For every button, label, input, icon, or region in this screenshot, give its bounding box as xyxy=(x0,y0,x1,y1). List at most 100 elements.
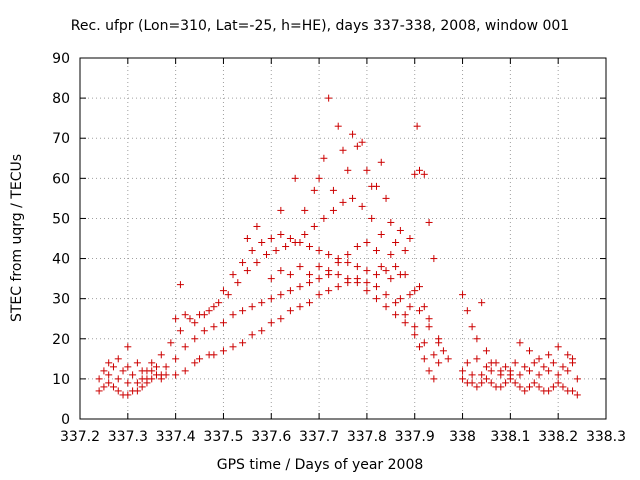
data-point xyxy=(535,355,543,363)
data-point xyxy=(554,379,562,387)
data-point xyxy=(525,367,533,375)
x-tick-label: 337.4 xyxy=(156,429,196,445)
data-point xyxy=(506,367,514,375)
data-point xyxy=(291,174,299,182)
data-point xyxy=(267,275,275,283)
x-tick-label: 338.2 xyxy=(538,429,578,445)
data-point xyxy=(124,343,132,351)
data-point xyxy=(191,319,199,327)
data-point xyxy=(219,319,227,327)
data-point xyxy=(124,379,132,387)
data-point xyxy=(344,251,352,259)
data-point xyxy=(105,371,113,379)
data-point xyxy=(549,359,557,367)
data-point xyxy=(205,307,213,315)
data-point xyxy=(320,214,328,222)
data-point xyxy=(315,174,323,182)
data-point xyxy=(277,230,285,238)
data-point xyxy=(569,355,577,363)
data-point xyxy=(301,206,309,214)
data-point xyxy=(406,303,414,311)
data-point xyxy=(296,303,304,311)
data-point xyxy=(401,271,409,279)
data-point xyxy=(200,311,208,319)
data-point xyxy=(148,367,156,375)
x-tick-label: 338 xyxy=(449,429,476,445)
data-point xyxy=(176,281,184,289)
data-point xyxy=(267,319,275,327)
data-point xyxy=(368,214,376,222)
data-point xyxy=(306,279,314,287)
data-point xyxy=(119,367,127,375)
data-point xyxy=(219,287,227,295)
data-point xyxy=(157,371,165,379)
data-point xyxy=(554,343,562,351)
axes-frame xyxy=(79,57,607,420)
data-point xyxy=(219,347,227,355)
plot-frame xyxy=(79,57,607,420)
data-point xyxy=(444,355,452,363)
data-point xyxy=(377,158,385,166)
x-axis-label: GPS time / Days of year 2008 xyxy=(216,457,424,473)
data-point xyxy=(387,251,395,259)
data-point xyxy=(473,383,481,391)
y-tick-label: 10 xyxy=(52,372,70,388)
y-tick-label: 60 xyxy=(52,171,70,187)
data-point xyxy=(372,295,380,303)
data-point xyxy=(329,206,337,214)
data-point xyxy=(334,122,342,130)
data-point xyxy=(138,383,146,391)
data-point xyxy=(420,303,428,311)
data-point xyxy=(210,303,218,311)
data-point xyxy=(114,355,122,363)
data-point xyxy=(210,323,218,331)
data-point xyxy=(392,311,400,319)
data-point xyxy=(172,355,180,363)
data-point xyxy=(559,383,567,391)
data-point xyxy=(530,359,538,367)
data-point xyxy=(401,319,409,327)
data-point xyxy=(315,291,323,299)
data-point xyxy=(191,335,199,343)
data-point xyxy=(554,371,562,379)
data-point xyxy=(372,271,380,279)
data-point xyxy=(511,359,519,367)
data-point xyxy=(210,351,218,359)
data-point xyxy=(334,283,342,291)
data-point xyxy=(363,239,371,247)
x-tick-label: 337.3 xyxy=(108,429,148,445)
x-tick-label: 338.1 xyxy=(490,429,530,445)
data-point xyxy=(377,263,385,271)
y-tick-label: 80 xyxy=(52,91,70,107)
data-point xyxy=(315,263,323,271)
data-point xyxy=(559,363,567,371)
data-point xyxy=(286,271,294,279)
data-point xyxy=(181,311,189,319)
data-point xyxy=(363,287,371,295)
data-point xyxy=(525,383,533,391)
data-point xyxy=(306,243,314,251)
data-point xyxy=(286,235,294,242)
data-point xyxy=(425,218,433,226)
data-point xyxy=(487,367,495,375)
data-point xyxy=(420,170,428,178)
data-point xyxy=(382,267,390,275)
data-point xyxy=(473,335,481,343)
data-point xyxy=(334,259,342,267)
data-point xyxy=(167,339,175,347)
data-point xyxy=(229,271,237,279)
data-point xyxy=(392,239,400,247)
y-tick-label: 70 xyxy=(52,131,70,147)
data-point xyxy=(248,247,256,255)
y-tick-label: 30 xyxy=(52,292,70,308)
data-point xyxy=(224,291,232,299)
data-point xyxy=(358,202,366,210)
data-point xyxy=(200,327,208,335)
data-point xyxy=(239,259,247,267)
data-point xyxy=(229,343,237,351)
data-point xyxy=(339,198,347,206)
data-point xyxy=(478,371,486,379)
data-point xyxy=(487,379,495,387)
data-point xyxy=(463,307,471,315)
